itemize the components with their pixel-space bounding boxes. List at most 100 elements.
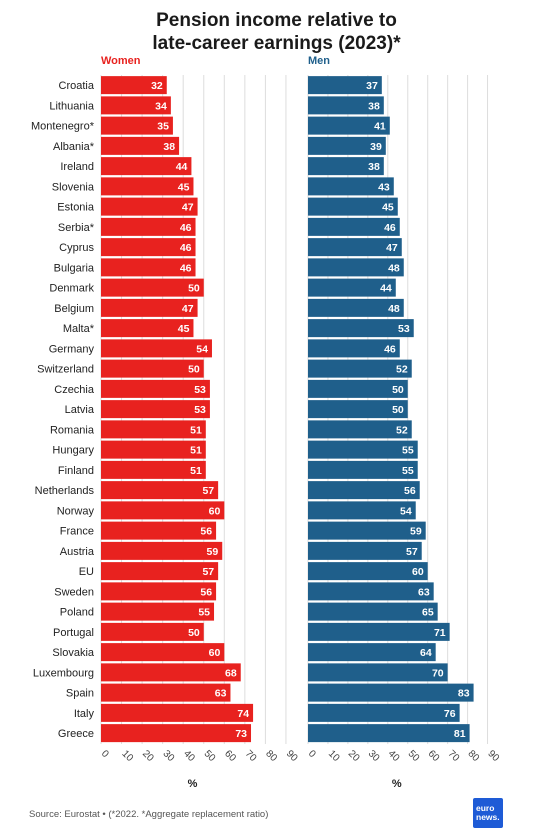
category-label: Albania* — [53, 141, 95, 153]
women-data-label: 51 — [190, 445, 202, 457]
logo-line-2: news. — [476, 812, 500, 822]
women-tick-label: 50 — [202, 748, 218, 764]
women-bar — [101, 562, 219, 581]
women-bar — [101, 440, 206, 459]
women-panel-title: Women — [101, 55, 141, 67]
women-tick-label: 10 — [119, 748, 135, 764]
women-data-label: 35 — [157, 121, 169, 133]
men-bar — [308, 359, 412, 378]
women-bar — [101, 460, 206, 479]
men-bar — [308, 582, 434, 601]
men-data-label: 65 — [422, 607, 434, 619]
women-data-label: 60 — [209, 505, 221, 517]
men-data-label: 55 — [402, 445, 414, 457]
women-data-label: 63 — [215, 688, 227, 700]
chart-title-line-1: Pension income relative to — [156, 10, 397, 31]
women-bar — [101, 663, 241, 682]
women-data-label: 46 — [180, 262, 192, 274]
women-data-label: 73 — [235, 728, 247, 740]
men-tick-label: 40 — [386, 748, 402, 764]
men-bar — [308, 643, 436, 662]
chart-title-line-2: late-career earnings (2023)* — [152, 33, 401, 54]
category-label: Hungary — [52, 445, 94, 457]
category-label: EU — [79, 566, 94, 578]
women-bar — [101, 501, 225, 520]
men-bar — [308, 683, 474, 702]
men-data-label: 45 — [382, 202, 394, 214]
women-bar — [101, 157, 192, 176]
women-data-label: 57 — [202, 485, 214, 497]
men-bar — [308, 440, 418, 459]
women-bar — [101, 420, 206, 439]
women-data-label: 56 — [200, 586, 212, 598]
category-label: Spain — [66, 688, 94, 700]
men-bar — [308, 177, 394, 196]
category-label: Germany — [49, 343, 95, 355]
men-bar — [308, 602, 438, 621]
men-data-label: 83 — [458, 688, 470, 700]
category-label: Latvia — [65, 404, 95, 416]
women-bar — [101, 258, 196, 277]
category-label: Sweden — [54, 586, 94, 598]
men-tick-label: 30 — [366, 748, 382, 764]
men-data-label: 57 — [406, 546, 418, 558]
women-bar — [101, 379, 210, 398]
men-bar — [308, 521, 426, 540]
category-label: Bulgaria — [54, 262, 95, 274]
category-label: Italy — [74, 708, 95, 720]
women-data-label: 34 — [155, 100, 167, 112]
men-bar — [308, 460, 418, 479]
category-label: Croatia — [59, 80, 95, 92]
men-data-label: 64 — [420, 647, 432, 659]
category-label: Czechia — [54, 384, 95, 396]
men-data-label: 53 — [398, 323, 410, 335]
men-data-label: 38 — [368, 161, 380, 173]
women-tick-label: 30 — [161, 748, 177, 764]
women-tick-label: 0 — [99, 748, 111, 760]
category-label: Lithuania — [49, 100, 95, 112]
women-data-label: 44 — [176, 161, 188, 173]
category-label: Norway — [57, 505, 95, 517]
women-bar — [101, 298, 198, 317]
men-axis-label: % — [392, 778, 402, 790]
men-bar — [308, 663, 448, 682]
women-bar — [101, 238, 196, 257]
men-tick-label: 70 — [446, 748, 462, 764]
category-label: Belgium — [54, 303, 94, 315]
women-data-label: 74 — [237, 708, 249, 720]
women-bar — [101, 724, 252, 743]
category-label: Austria — [60, 546, 95, 558]
category-label: Denmark — [49, 283, 94, 295]
men-bar — [308, 400, 408, 419]
men-bar — [308, 562, 428, 581]
men-bar — [308, 298, 404, 317]
women-axis-label: % — [188, 778, 198, 790]
women-data-label: 56 — [200, 526, 212, 538]
category-label: Luxembourg — [33, 667, 94, 679]
women-data-label: 54 — [196, 343, 208, 355]
women-data-label: 53 — [194, 384, 206, 396]
men-bar — [308, 703, 460, 722]
women-bar — [101, 643, 225, 662]
men-data-label: 71 — [434, 627, 446, 639]
women-bar — [101, 136, 180, 155]
men-bar — [308, 76, 382, 95]
men-data-label: 76 — [444, 708, 456, 720]
category-label: Montenegro* — [31, 121, 95, 133]
men-bar — [308, 379, 408, 398]
women-data-label: 46 — [180, 242, 192, 254]
women-bar — [101, 602, 215, 621]
men-bar — [308, 278, 396, 297]
women-data-label: 53 — [194, 404, 206, 416]
men-data-label: 37 — [366, 80, 378, 92]
men-panel-title: Men — [308, 55, 330, 67]
men-data-label: 46 — [384, 343, 396, 355]
women-data-label: 51 — [190, 465, 202, 477]
men-tick-label: 80 — [465, 748, 481, 764]
women-bar — [101, 359, 204, 378]
men-bar — [308, 541, 422, 560]
women-tick-label: 80 — [263, 748, 279, 764]
men-tick-label: 60 — [426, 748, 442, 764]
men-data-label: 48 — [388, 262, 400, 274]
men-data-label: 52 — [396, 424, 408, 436]
